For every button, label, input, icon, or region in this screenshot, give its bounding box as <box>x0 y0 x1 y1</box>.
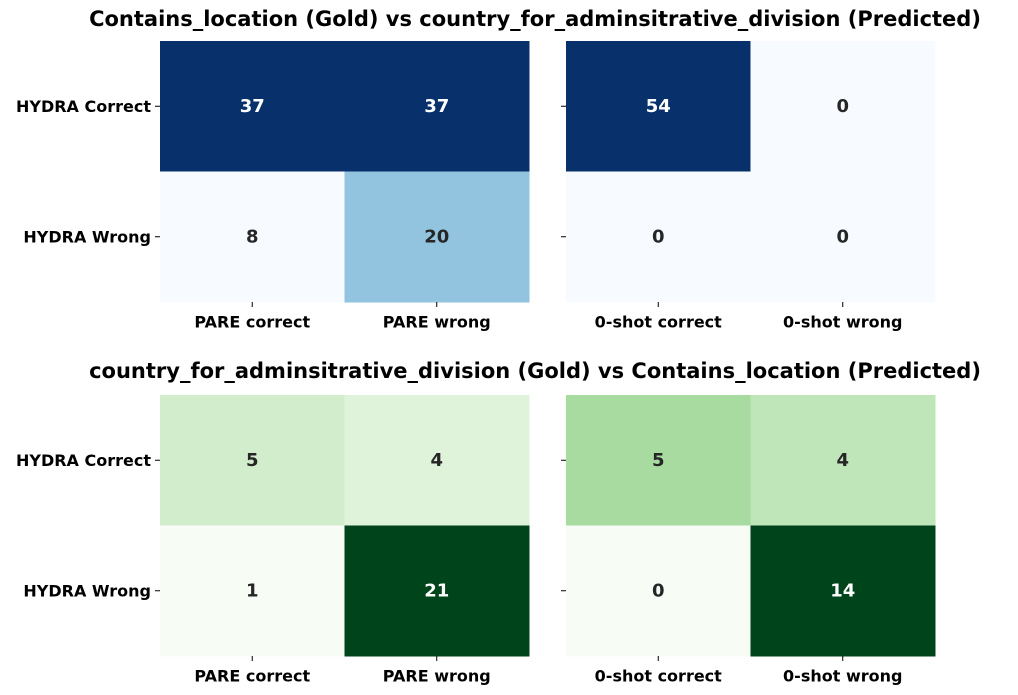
heatmap-cell <box>750 525 936 657</box>
x-tick-label: 0-shot correct <box>595 667 722 686</box>
cell-value-label: 8 <box>246 226 259 247</box>
x-tick-label: 0-shot wrong <box>783 667 902 686</box>
x-tick-label: PARE correct <box>194 313 310 332</box>
heatmap-cell <box>566 525 751 657</box>
heatmap-cell <box>344 525 530 657</box>
heatmap-cell <box>160 41 345 172</box>
heatmap-cell <box>160 171 345 303</box>
cell-value-label: 37 <box>240 96 265 117</box>
heatmap-cell <box>566 41 751 172</box>
cell-value-label: 54 <box>646 96 671 117</box>
cell-value-label: 21 <box>424 580 449 601</box>
y-tick-label: HYDRA Correct <box>16 451 151 470</box>
heatmap-cell <box>566 395 751 526</box>
cell-value-label: 37 <box>424 96 449 117</box>
heatmap-cell <box>566 171 751 303</box>
x-tick-label: 0-shot wrong <box>783 313 902 332</box>
x-tick-label: PARE correct <box>194 667 310 686</box>
cell-value-label: 14 <box>830 580 855 601</box>
heatmap-cell <box>750 41 936 172</box>
cell-value-label: 20 <box>424 226 449 247</box>
x-tick-label: PARE wrong <box>383 313 491 332</box>
heatmap-cell <box>750 171 936 303</box>
y-tick-label: HYDRA Wrong <box>23 581 151 600</box>
cell-value-label: 0 <box>836 226 849 247</box>
cell-value-label: 0 <box>836 96 849 117</box>
cell-value-label: 1 <box>246 580 259 601</box>
cell-value-label: 4 <box>430 450 443 471</box>
heatmap-cell <box>160 525 345 657</box>
heatmap-cell <box>344 395 530 526</box>
heatmap-cell <box>344 171 530 303</box>
heatmap-cell <box>750 395 936 526</box>
cell-value-label: 4 <box>836 450 849 471</box>
y-tick-label: HYDRA Correct <box>16 97 151 116</box>
cell-value-label: 5 <box>246 450 259 471</box>
cell-value-label: 0 <box>652 226 665 247</box>
chart-title-top: Contains_location (Gold) vs country_for_… <box>89 7 981 31</box>
cell-value-label: 5 <box>652 450 665 471</box>
y-tick-label: HYDRA Wrong <box>23 227 151 246</box>
heatmap-cell <box>160 395 345 526</box>
cell-value-label: 0 <box>652 580 665 601</box>
x-tick-label: 0-shot correct <box>595 313 722 332</box>
heatmap-cell <box>344 41 530 172</box>
x-tick-label: PARE wrong <box>383 667 491 686</box>
chart-title-bottom: country_for_adminsitrative_division (Gol… <box>89 359 981 383</box>
